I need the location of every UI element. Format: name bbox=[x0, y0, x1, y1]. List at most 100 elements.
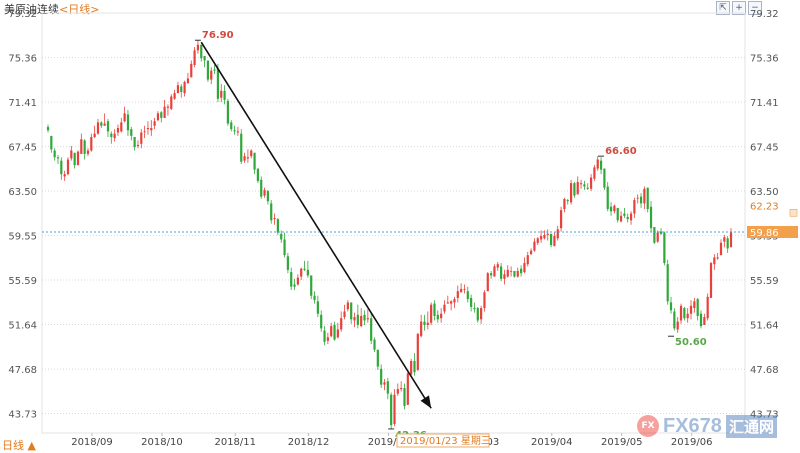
candle-body[interactable] bbox=[223, 90, 226, 100]
candle-body[interactable] bbox=[253, 152, 256, 170]
candle-body[interactable] bbox=[613, 205, 616, 212]
candle-body[interactable] bbox=[340, 318, 343, 330]
candle-body[interactable] bbox=[713, 257, 716, 265]
candle-body[interactable] bbox=[526, 255, 529, 265]
candle-body[interactable] bbox=[293, 284, 296, 287]
candle-body[interactable] bbox=[596, 159, 599, 169]
candle-body[interactable] bbox=[506, 269, 509, 277]
candle-body[interactable] bbox=[470, 297, 473, 307]
zoom-in-button[interactable]: + bbox=[732, 1, 746, 15]
period-selector[interactable]: 日线 ▲ bbox=[2, 439, 36, 452]
candle-body[interactable] bbox=[546, 233, 549, 235]
candle-body[interactable] bbox=[659, 231, 663, 234]
candle-body[interactable] bbox=[616, 207, 619, 221]
candle-body[interactable] bbox=[460, 288, 463, 293]
candle-body[interactable] bbox=[396, 389, 399, 394]
zoom-out-button[interactable]: − bbox=[748, 1, 762, 15]
candle-body[interactable] bbox=[153, 121, 156, 126]
candle-body[interactable] bbox=[336, 329, 339, 338]
candle-body[interactable] bbox=[679, 305, 683, 321]
candle-body[interactable] bbox=[373, 339, 376, 350]
candle-body[interactable] bbox=[440, 313, 443, 319]
candle-body[interactable] bbox=[53, 150, 56, 158]
candle-body[interactable] bbox=[220, 90, 223, 98]
candle-body[interactable] bbox=[166, 106, 170, 108]
candle-body[interactable] bbox=[106, 121, 110, 132]
candle-body[interactable] bbox=[363, 314, 366, 321]
candle-body[interactable] bbox=[566, 200, 569, 202]
candle-body[interactable] bbox=[206, 60, 210, 80]
candle-body[interactable] bbox=[693, 301, 696, 309]
candle-body[interactable] bbox=[609, 206, 613, 212]
candle-body[interactable] bbox=[230, 122, 233, 130]
candle-body[interactable] bbox=[520, 268, 523, 274]
candle-body[interactable] bbox=[443, 304, 446, 312]
candle-body[interactable] bbox=[210, 70, 213, 80]
candle-body[interactable] bbox=[719, 242, 723, 256]
candle-body[interactable] bbox=[100, 122, 103, 126]
candle-body[interactable] bbox=[480, 308, 483, 320]
candle-body[interactable] bbox=[136, 144, 140, 147]
candle-body[interactable] bbox=[326, 337, 329, 341]
candle-body[interactable] bbox=[196, 44, 200, 51]
candle-body[interactable] bbox=[503, 274, 506, 279]
candle-body[interactable] bbox=[173, 93, 176, 99]
candle-body[interactable] bbox=[383, 382, 386, 385]
candle-body[interactable] bbox=[333, 324, 336, 340]
candle-body[interactable] bbox=[283, 239, 286, 256]
candle-body[interactable] bbox=[510, 270, 513, 272]
candle-body[interactable] bbox=[216, 68, 220, 99]
candle-body[interactable] bbox=[430, 304, 433, 323]
candle-body[interactable] bbox=[456, 291, 459, 298]
candle-body[interactable] bbox=[376, 349, 379, 367]
candle-body[interactable] bbox=[536, 238, 539, 243]
candle-body[interactable] bbox=[280, 233, 283, 240]
candle-body[interactable] bbox=[80, 139, 83, 154]
candle-body[interactable] bbox=[370, 318, 373, 341]
candle-body[interactable] bbox=[93, 133, 96, 138]
candle-body[interactable] bbox=[360, 315, 363, 327]
candle-body[interactable] bbox=[673, 311, 676, 329]
candle-body[interactable] bbox=[523, 263, 526, 273]
candle-body[interactable] bbox=[626, 216, 629, 220]
candle-body[interactable] bbox=[393, 394, 396, 424]
candle-body[interactable] bbox=[426, 322, 429, 325]
candle-body[interactable] bbox=[263, 189, 266, 196]
candle-body[interactable] bbox=[146, 128, 150, 130]
candle-body[interactable] bbox=[649, 206, 653, 229]
candle-body[interactable] bbox=[320, 314, 323, 329]
candle-body[interactable] bbox=[583, 184, 586, 187]
candle-body[interactable] bbox=[313, 295, 316, 301]
candle-body[interactable] bbox=[473, 308, 476, 310]
candle-body[interactable] bbox=[589, 177, 593, 189]
candle-body[interactable] bbox=[70, 150, 73, 159]
candle-body[interactable] bbox=[416, 333, 419, 370]
candle-body[interactable] bbox=[666, 264, 669, 302]
candle-body[interactable] bbox=[573, 183, 576, 196]
candle-body[interactable] bbox=[186, 78, 190, 83]
candle-body[interactable] bbox=[290, 272, 293, 287]
candle-body[interactable] bbox=[420, 321, 423, 337]
candle-body[interactable] bbox=[356, 314, 359, 325]
candle-body[interactable] bbox=[676, 321, 679, 330]
candle-body[interactable] bbox=[656, 232, 659, 242]
candle-body[interactable] bbox=[380, 368, 383, 385]
candle-body[interactable] bbox=[513, 270, 516, 277]
candle-body[interactable] bbox=[343, 311, 346, 318]
candle-body[interactable] bbox=[350, 302, 353, 320]
candle-body[interactable] bbox=[286, 256, 289, 270]
candle-body[interactable] bbox=[90, 137, 93, 151]
candle-body[interactable] bbox=[170, 96, 173, 109]
candle-body[interactable] bbox=[493, 266, 496, 277]
candle-body[interactable] bbox=[603, 168, 606, 188]
candle-body[interactable] bbox=[176, 85, 180, 94]
candle-body[interactable] bbox=[123, 113, 126, 122]
candle-body[interactable] bbox=[539, 236, 543, 240]
candle-body[interactable] bbox=[346, 302, 349, 310]
candle-body[interactable] bbox=[160, 112, 163, 118]
candle-body[interactable] bbox=[686, 313, 689, 319]
candle-body[interactable] bbox=[46, 126, 50, 131]
candle-body[interactable] bbox=[599, 160, 603, 170]
candle-body[interactable] bbox=[586, 187, 589, 189]
